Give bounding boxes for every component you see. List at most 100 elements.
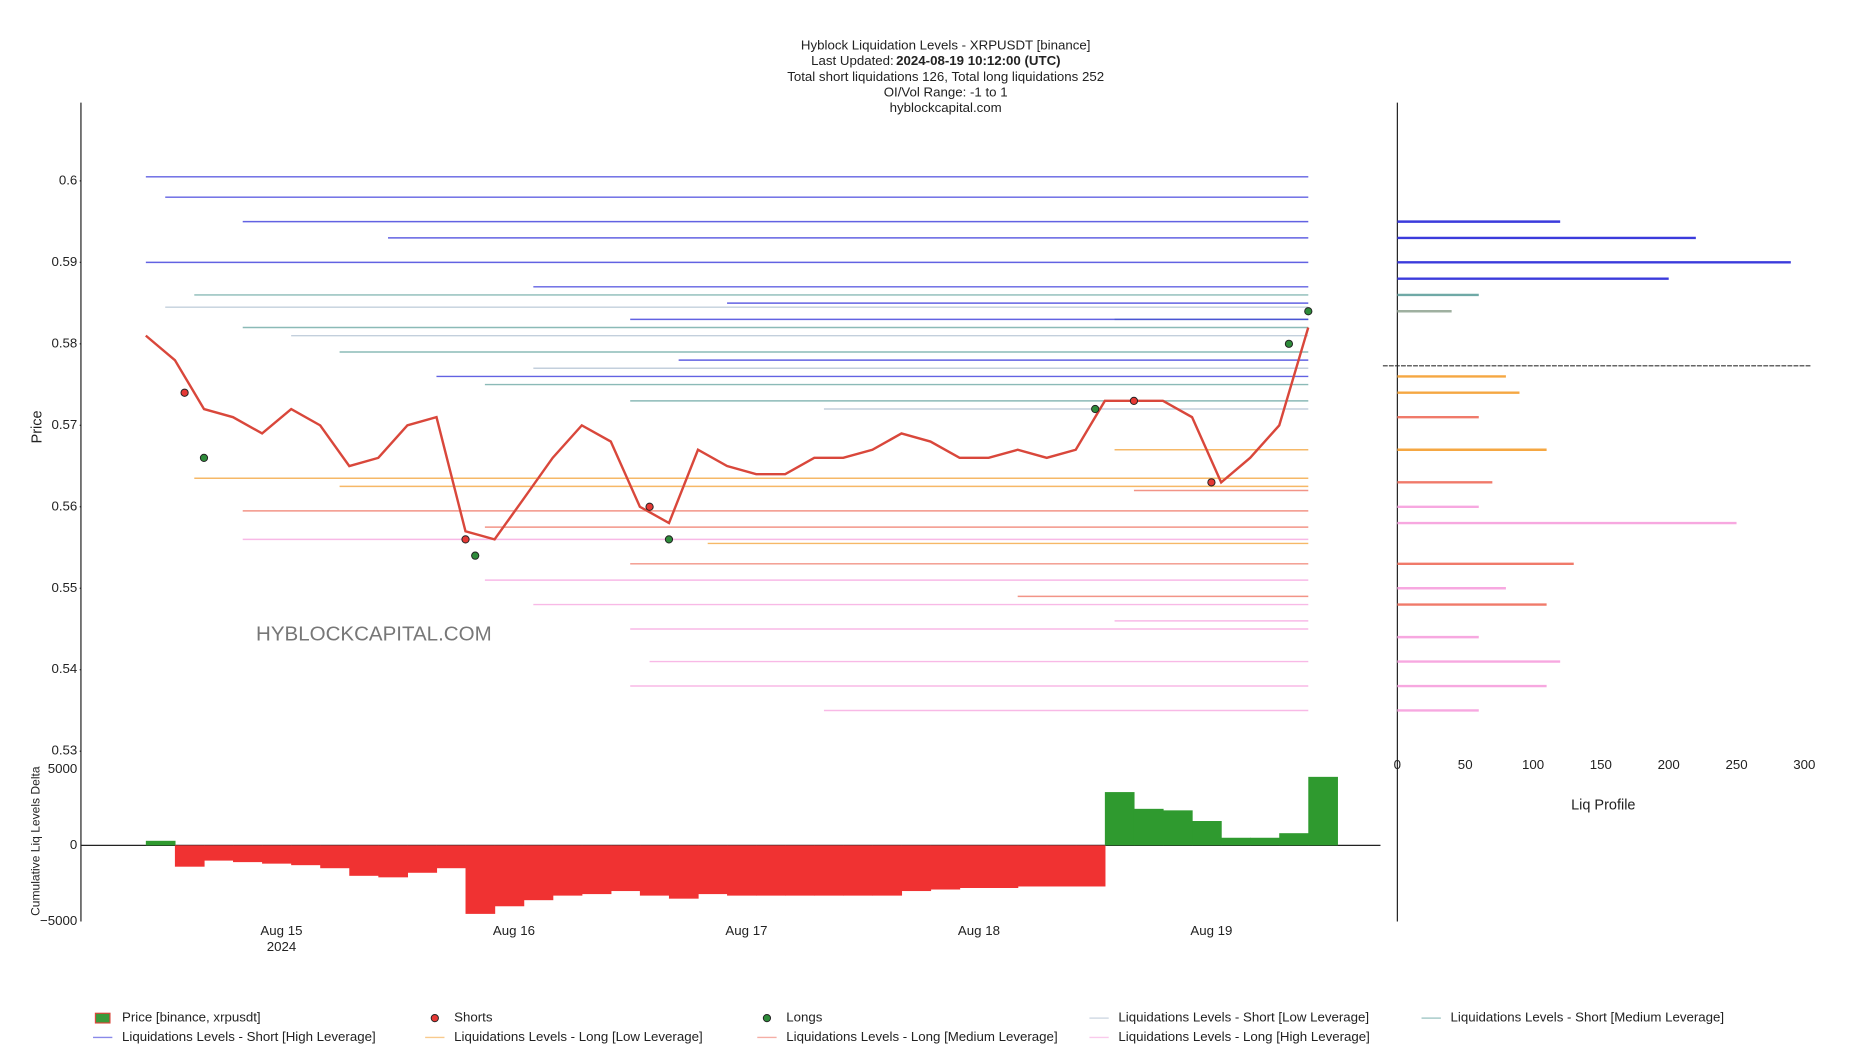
delta-bar — [668, 845, 699, 899]
liq-marker — [1284, 339, 1294, 348]
liq-marker — [664, 535, 674, 544]
site: hyblockcapital.com — [890, 100, 1002, 115]
legend-label: Liquidations Levels - Short [Medium Leve… — [1451, 1010, 1725, 1025]
delta-bar — [785, 845, 815, 896]
delta-bar — [639, 845, 670, 896]
y-tick-label: 0 — [70, 837, 77, 852]
delta-bar — [320, 845, 350, 869]
delta-bar — [1192, 821, 1222, 846]
delta-bar — [436, 845, 467, 869]
delta-bar — [988, 845, 1019, 889]
y-tick-label: 0.53 — [51, 743, 77, 758]
delta-bar — [1162, 810, 1193, 846]
delta-bar — [930, 845, 961, 890]
delta-bar — [233, 845, 263, 863]
delta-bar — [1250, 837, 1280, 846]
legend-label: Liquidations Levels - Short [Low Leverag… — [1118, 1010, 1369, 1025]
delta-bar — [291, 845, 321, 866]
y-tick-label: 0.57 — [51, 417, 77, 432]
title: Hyblock Liquidation Levels - XRPUSDT [bi… — [801, 37, 1091, 52]
legend-label: Shorts — [454, 1010, 493, 1025]
y-tick-label: 0.55 — [51, 580, 77, 595]
x-tick-label: Aug 17 — [725, 923, 767, 938]
liq-marker — [461, 535, 470, 544]
delta-bar — [174, 845, 205, 867]
liq-marker — [199, 453, 209, 462]
x-tick-label: 300 — [1793, 757, 1815, 772]
liq-marker — [471, 551, 480, 560]
liq-marker — [1207, 478, 1216, 487]
updated-value: 2024-08-19 10:12:00 (UTC) — [896, 53, 1060, 68]
y-tick-label: 0.56 — [51, 498, 77, 513]
delta-bar — [465, 845, 496, 914]
delta-bar — [698, 845, 728, 895]
delta-bar — [1104, 792, 1135, 846]
x-tick-label: Aug 19 — [1190, 923, 1232, 938]
delta-bar — [523, 845, 554, 901]
x-tick-line: Aug 19 — [1190, 923, 1232, 938]
liq-marker — [180, 388, 189, 397]
x-tick-label: 50 — [1458, 757, 1473, 772]
y-tick-label: 5000 — [48, 761, 78, 776]
delta-bar — [407, 845, 438, 873]
x-tick-line: Aug 17 — [725, 923, 767, 938]
x-tick-line: Aug 18 — [958, 923, 1000, 938]
y-axis-title: Cumulative Liq Levels Delta — [28, 766, 42, 916]
delta-bar — [727, 845, 757, 896]
liq-marker — [1304, 307, 1313, 316]
x-tick-label: Aug 18 — [958, 923, 1000, 938]
legend-swatch — [94, 1012, 111, 1024]
legend-label: Liquidations Levels - Long [High Leverag… — [1118, 1029, 1369, 1044]
x-tick-label: Aug 15 2024 — [260, 923, 302, 954]
y-tick-label: 0.58 — [51, 335, 77, 350]
delta-bar — [145, 840, 176, 846]
range: OI/Vol Range: -1 to 1 — [884, 85, 1008, 100]
updated-label: Last Updated: — [811, 53, 894, 68]
delta-bar — [901, 845, 932, 892]
x-tick-line: Aug 15 — [260, 923, 302, 938]
x-tick-label: 100 — [1522, 757, 1544, 772]
legend-label: Liquidations Levels - Short [High Levera… — [122, 1029, 376, 1044]
liq-marker — [1091, 404, 1100, 414]
watermark: HYBLOCKCAPITAL.COM — [256, 623, 492, 646]
x-tick-label: 200 — [1658, 757, 1680, 772]
delta-bar — [552, 845, 583, 896]
x-tick-line: Aug 16 — [493, 923, 535, 938]
delta-bar — [1221, 837, 1251, 846]
delta-bar — [1046, 845, 1077, 887]
delta-bar — [959, 845, 990, 889]
delta-bar — [1075, 845, 1106, 887]
delta-bar — [756, 845, 786, 896]
liq-marker — [645, 502, 654, 511]
y-tick-label: −5000 — [40, 913, 77, 928]
legend-swatch — [762, 1014, 772, 1023]
y-tick-label: 0.6 — [59, 172, 77, 187]
legend-label: Longs — [786, 1010, 823, 1025]
delta-bar — [1017, 845, 1048, 887]
delta-bar — [203, 845, 234, 861]
price-line — [145, 327, 1310, 541]
delta-bar — [262, 845, 292, 864]
delta-bar — [843, 845, 873, 896]
y-tick-label: 0.54 — [51, 661, 77, 676]
delta-bar — [349, 845, 379, 876]
legend-label: Liquidations Levels - Long [Medium Lever… — [786, 1029, 1057, 1044]
legend-label: Price [binance, xrpusdt] — [122, 1010, 261, 1025]
x-tick-line: 2024 — [267, 938, 297, 953]
x-tick-label: Aug 16 — [493, 923, 535, 938]
delta-bar — [1279, 833, 1309, 846]
delta-bar — [581, 845, 612, 895]
x-tick-label: 150 — [1590, 757, 1612, 772]
delta-bar — [610, 845, 641, 892]
delta-bar — [378, 845, 409, 878]
legend-label: Liquidations Levels - Long [Low Leverage… — [454, 1029, 703, 1044]
x-axis-title: Liq Profile — [1571, 797, 1635, 813]
legend-swatch — [430, 1014, 439, 1023]
x-tick-label: 250 — [1725, 757, 1747, 772]
x-tick-label: 0 — [1394, 757, 1401, 772]
liq-marker — [1129, 396, 1139, 405]
totals: Total short liquidations 126, Total long… — [787, 69, 1104, 84]
delta-bar — [1133, 808, 1164, 846]
